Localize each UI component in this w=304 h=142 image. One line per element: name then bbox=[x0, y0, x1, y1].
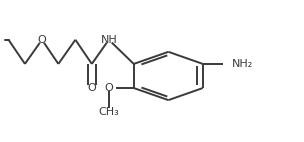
Text: CH₃: CH₃ bbox=[98, 107, 119, 117]
Text: O: O bbox=[88, 83, 96, 93]
Text: O: O bbox=[38, 35, 46, 45]
Text: NH₂: NH₂ bbox=[232, 59, 253, 69]
Text: NH: NH bbox=[100, 35, 117, 45]
Text: O: O bbox=[105, 83, 113, 93]
